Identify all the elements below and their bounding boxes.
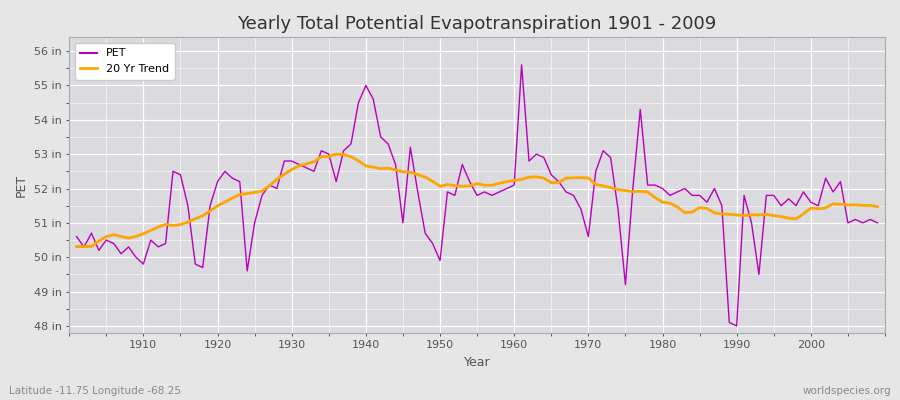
Text: Latitude -11.75 Longitude -68.25: Latitude -11.75 Longitude -68.25 xyxy=(9,386,181,396)
Text: worldspecies.org: worldspecies.org xyxy=(803,386,891,396)
Title: Yearly Total Potential Evapotranspiration 1901 - 2009: Yearly Total Potential Evapotranspiratio… xyxy=(238,15,716,33)
Y-axis label: PET: PET xyxy=(15,174,28,197)
Legend: PET, 20 Yr Trend: PET, 20 Yr Trend xyxy=(75,43,175,80)
X-axis label: Year: Year xyxy=(464,356,490,369)
